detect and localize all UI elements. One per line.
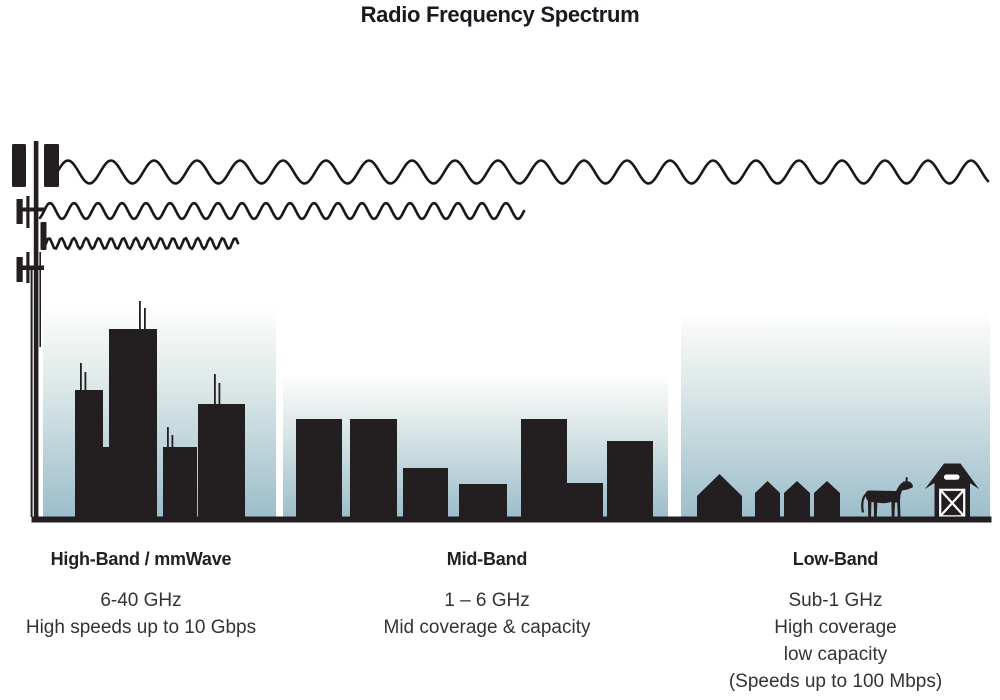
barn-icon [925,463,979,518]
high-band-title: High-Band / mmWave [50,549,232,569]
mid-rise-building [403,468,448,517]
house-icon [697,474,742,517]
radio-waves [38,159,990,251]
low-band-rural-scene [697,463,979,518]
rooftop-antenna-masts [80,301,221,447]
house-icon [784,481,810,517]
mid-band-label-block: Mid-Band 1 – 6 GHz Mid coverage & capaci… [336,549,638,641]
short-wavelength-wave-icon [40,236,240,251]
low-band-frequency: Sub-1 GHz [788,590,883,611]
mid-rise-building [459,484,507,517]
cell-tower-icon [12,141,59,517]
mid-band-detail: Mid coverage & capacity [383,617,591,638]
high-band-skyline [75,301,245,517]
low-band-detail: High coverage [774,617,897,638]
mid-band-skyline [296,419,653,517]
cow-icon [861,477,913,517]
mid-rise-building [521,419,567,517]
high-band-frequency: 6-40 GHz [100,590,182,611]
barn-door [939,488,966,518]
skyscraper [163,447,197,517]
low-band-title: Low-Band [792,549,879,569]
mid-rise-building [567,483,603,517]
skyscraper [101,447,157,517]
ground-line [31,516,992,523]
page-title: Radio Frequency Spectrum [360,2,640,27]
low-band-detail: (Speeds up to 100 Mbps) [728,671,943,692]
mid-rise-building [607,441,653,517]
low-band-detail: low capacity [783,644,888,665]
skyscraper [75,390,103,517]
mid-rise-building [296,419,342,517]
high-band-detail: High speeds up to 10 Gbps [25,617,257,638]
barn-loft-vent [944,474,960,480]
house-icon [814,481,840,517]
medium-wavelength-wave-icon [38,201,526,221]
mid-rise-building [350,419,397,517]
high-band-label-block: High-Band / mmWave 6-40 GHz High speeds … [15,549,267,641]
mid-band-title: Mid-Band [446,549,528,569]
low-band-label-block: Low-Band Sub-1 GHz High coverage low cap… [688,549,983,695]
mid-band-frequency: 1 – 6 GHz [444,590,530,611]
skyscraper [198,404,245,517]
house-icon [755,481,780,517]
long-wavelength-wave-icon [46,159,990,185]
